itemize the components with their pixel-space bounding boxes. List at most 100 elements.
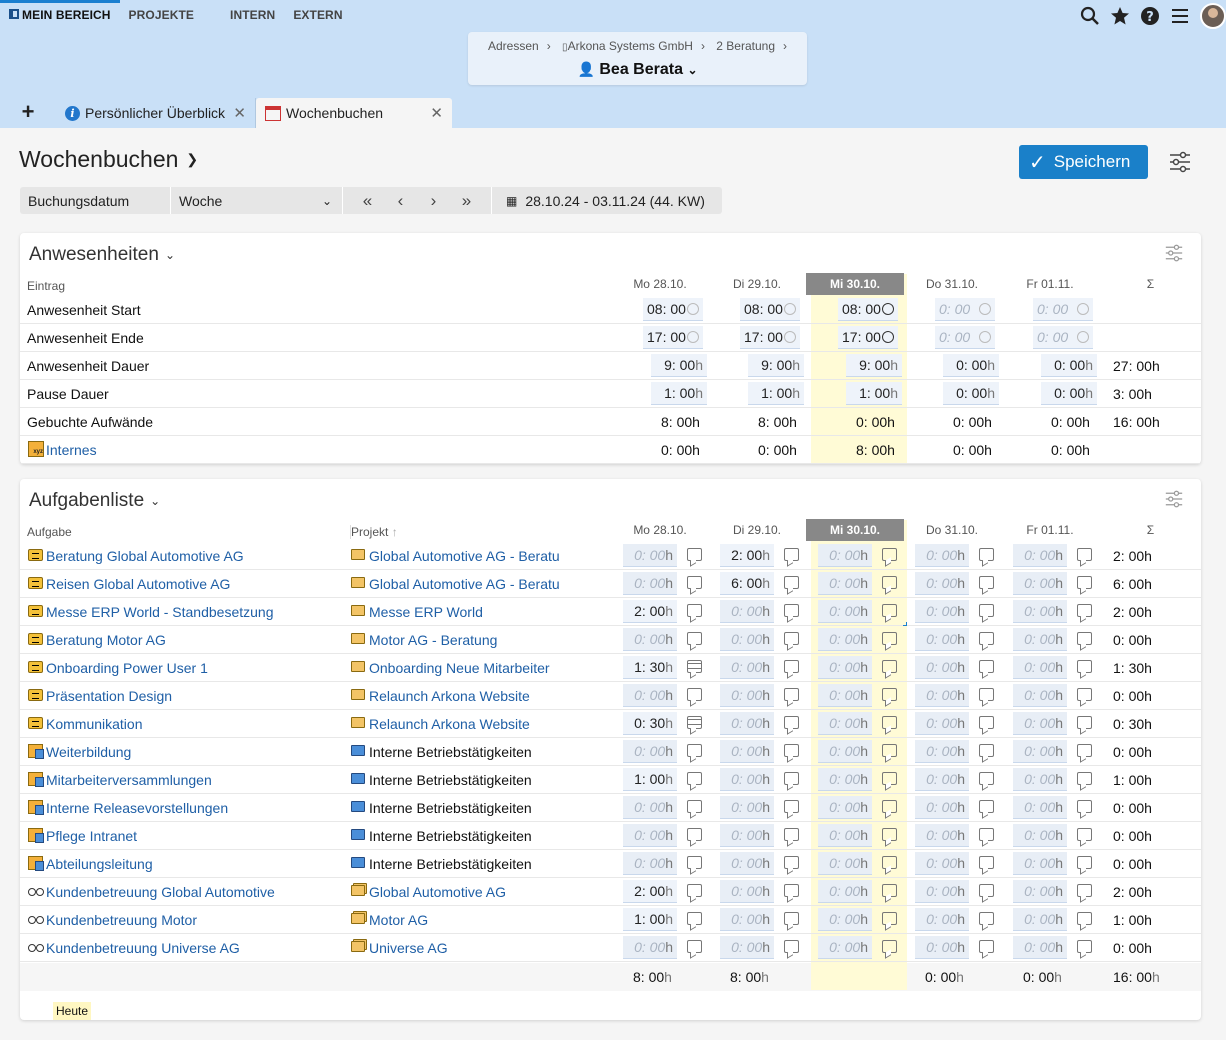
duration-input[interactable]: 0: 00h: [943, 354, 999, 377]
duration-input[interactable]: 0: 00h: [1013, 796, 1067, 819]
comment-icon[interactable]: [1077, 940, 1092, 953]
task-link[interactable]: Kommunikation: [46, 716, 143, 732]
internes-link[interactable]: Internes: [46, 442, 97, 458]
comment-icon[interactable]: [979, 912, 994, 925]
task-link[interactable]: Interne Releasevorstellungen: [46, 800, 229, 816]
duration-input[interactable]: 0: 00h: [623, 796, 677, 819]
day-header[interactable]: Mo 28.10.: [633, 277, 687, 291]
comment-filled-icon[interactable]: [687, 660, 702, 673]
duration-input[interactable]: 1: 00h: [623, 768, 677, 791]
comment-icon[interactable]: [784, 940, 799, 953]
duration-input[interactable]: 0: 00h: [1013, 684, 1067, 707]
comment-icon[interactable]: [784, 688, 799, 701]
task-link[interactable]: Mitarbeiterversammlungen: [46, 772, 212, 788]
comment-icon[interactable]: [882, 940, 897, 953]
duration-input[interactable]: 1: 00h: [651, 382, 707, 405]
project-link[interactable]: Onboarding Neue Mitarbeiter: [369, 660, 550, 676]
project-link[interactable]: Global Automotive AG - Beratur: [369, 548, 559, 564]
comment-icon[interactable]: [784, 884, 799, 897]
duration-input[interactable]: 0: 00h: [915, 684, 969, 707]
comment-icon[interactable]: [979, 716, 994, 729]
day-header[interactable]: Do 31.10.: [925, 523, 979, 537]
comment-icon[interactable]: [882, 884, 897, 897]
comment-icon[interactable]: [979, 744, 994, 757]
duration-input[interactable]: 0: 00h: [720, 712, 774, 735]
duration-input[interactable]: 0: 00h: [1013, 656, 1067, 679]
breadcrumb-beratung[interactable]: 2 Beratung: [716, 39, 775, 53]
duration-input[interactable]: 9: 00h: [651, 354, 707, 377]
nav-intern[interactable]: INTERN: [230, 8, 276, 22]
project-link[interactable]: Motor AG: [369, 912, 429, 928]
help-icon[interactable]: ?: [1140, 6, 1160, 26]
duration-input[interactable]: 0: 00h: [1013, 824, 1067, 847]
duration-input[interactable]: 0: 00h: [623, 936, 677, 959]
comment-icon[interactable]: [1077, 632, 1092, 645]
day-header[interactable]: Fr 01.11.: [1026, 277, 1074, 291]
comment-icon[interactable]: [882, 716, 897, 729]
comment-icon[interactable]: [784, 548, 799, 561]
comment-icon[interactable]: [784, 576, 799, 589]
duration-input[interactable]: 0: 00h: [1013, 572, 1067, 595]
nav-extern[interactable]: EXTERN: [293, 8, 343, 22]
duration-input[interactable]: 0: 00h: [818, 852, 872, 875]
project-link[interactable]: Universe AG: [369, 940, 448, 956]
duration-input[interactable]: 0: 00h: [915, 796, 969, 819]
duration-input[interactable]: 0: 00h: [1013, 852, 1067, 875]
duration-input[interactable]: 0: 00h: [720, 628, 774, 651]
duration-input[interactable]: 0: 00h: [818, 880, 872, 903]
day-header[interactable]: Mo 28.10.: [633, 523, 687, 537]
last-period-button[interactable]: »: [461, 190, 472, 210]
day-header[interactable]: Di 29.10.: [732, 277, 782, 291]
close-icon[interactable]: ✕: [233, 105, 246, 122]
task-link[interactable]: Kundenbetreuung Motor: [46, 912, 197, 928]
project-column-header[interactable]: Projekt ↑: [350, 525, 398, 539]
duration-input[interactable]: 0: 00h: [720, 684, 774, 707]
comment-icon[interactable]: [882, 800, 897, 813]
project-link[interactable]: Messe ERP World: [369, 604, 483, 620]
save-button[interactable]: ✓ Speichern: [1019, 145, 1148, 179]
duration-input[interactable]: 0: 00h: [818, 544, 872, 567]
task-link[interactable]: Kundenbetreuung Global Automotive: [46, 884, 275, 900]
comment-icon[interactable]: [687, 800, 702, 813]
stopwatch-icon[interactable]: [882, 331, 894, 343]
comment-icon[interactable]: [784, 660, 799, 673]
star-icon[interactable]: [1110, 6, 1130, 26]
duration-input[interactable]: 0: 00h: [1041, 382, 1097, 405]
duration-input[interactable]: 0: 00h: [915, 908, 969, 931]
duration-input[interactable]: 0: 00h: [915, 544, 969, 567]
comment-icon[interactable]: [687, 548, 702, 561]
duration-input[interactable]: 0: 00h: [1013, 544, 1067, 567]
page-title[interactable]: Wochenbuchen ❯: [19, 146, 198, 173]
duration-input[interactable]: 9: 00h: [846, 354, 902, 377]
duration-input[interactable]: 0: 00h: [915, 936, 969, 959]
comment-icon[interactable]: [687, 576, 702, 589]
stopwatch-icon[interactable]: [687, 303, 699, 315]
stopwatch-icon[interactable]: [1077, 303, 1089, 315]
comment-icon[interactable]: [882, 576, 897, 589]
duration-input[interactable]: 0: 00h: [1013, 600, 1067, 623]
stopwatch-icon[interactable]: [784, 303, 796, 315]
comment-icon[interactable]: [979, 940, 994, 953]
comment-icon[interactable]: [979, 688, 994, 701]
comment-icon[interactable]: [1077, 884, 1092, 897]
comment-icon[interactable]: [1077, 604, 1092, 617]
duration-input[interactable]: 0: 00h: [623, 824, 677, 847]
duration-input[interactable]: 0: 00h: [915, 572, 969, 595]
comment-icon[interactable]: [979, 604, 994, 617]
comment-icon[interactable]: [784, 632, 799, 645]
task-column-header[interactable]: Aufgabe: [27, 525, 72, 539]
duration-input[interactable]: 0: 30h: [623, 712, 677, 735]
day-header[interactable]: Mi 30.10.: [806, 273, 904, 295]
duration-input[interactable]: 1: 00h: [623, 908, 677, 931]
duration-input[interactable]: 0: 00h: [915, 712, 969, 735]
comment-icon[interactable]: [979, 856, 994, 869]
comment-icon[interactable]: [784, 828, 799, 841]
duration-input[interactable]: 0: 00h: [818, 712, 872, 735]
comment-icon[interactable]: [882, 660, 897, 673]
comment-icon[interactable]: [882, 688, 897, 701]
comment-icon[interactable]: [784, 800, 799, 813]
comment-icon[interactable]: [882, 772, 897, 785]
duration-input[interactable]: 0: 00h: [720, 824, 774, 847]
comment-icon[interactable]: [784, 912, 799, 925]
duration-input[interactable]: 0: 00h: [1013, 880, 1067, 903]
